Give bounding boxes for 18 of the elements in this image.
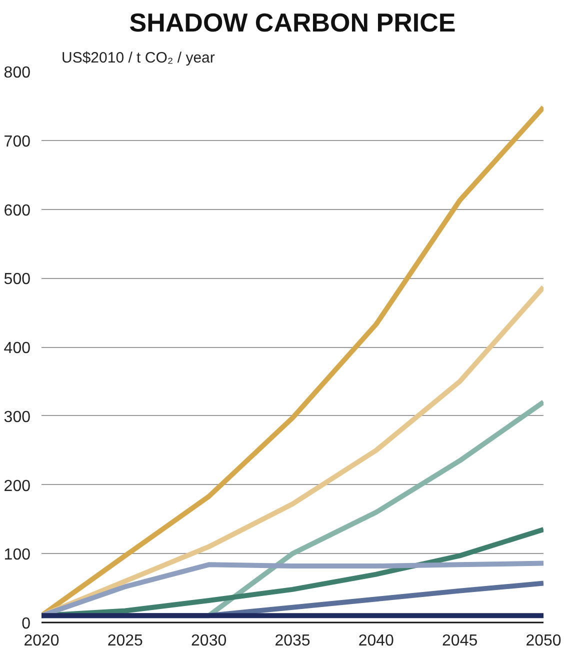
y-tick-label: 700 (4, 133, 31, 150)
y-axis-title: US$2010 / t CO₂ / year (62, 50, 215, 66)
x-tick-label: 2025 (107, 632, 144, 650)
x-tick-label: 2045 (442, 632, 478, 650)
x-tick-label: 2020 (24, 632, 60, 650)
y-tick-label: 800 (4, 64, 31, 82)
x-tick-label: 2030 (191, 632, 227, 650)
y-tick-label: 600 (4, 202, 31, 220)
y-tick-label: 400 (4, 340, 31, 357)
x-tick-label: 2035 (274, 632, 310, 650)
x-tick-label: 2040 (358, 632, 394, 650)
chart-title: SHADOW CARBON PRICE (129, 8, 456, 38)
y-tick-label: 200 (4, 478, 31, 495)
y-tick-label: 100 (4, 546, 31, 564)
y-tick-label: 500 (4, 271, 31, 288)
x-tick-label: 2050 (526, 632, 562, 650)
y-tick-label: 0 (22, 616, 31, 632)
y-tick-label: 300 (4, 408, 31, 426)
